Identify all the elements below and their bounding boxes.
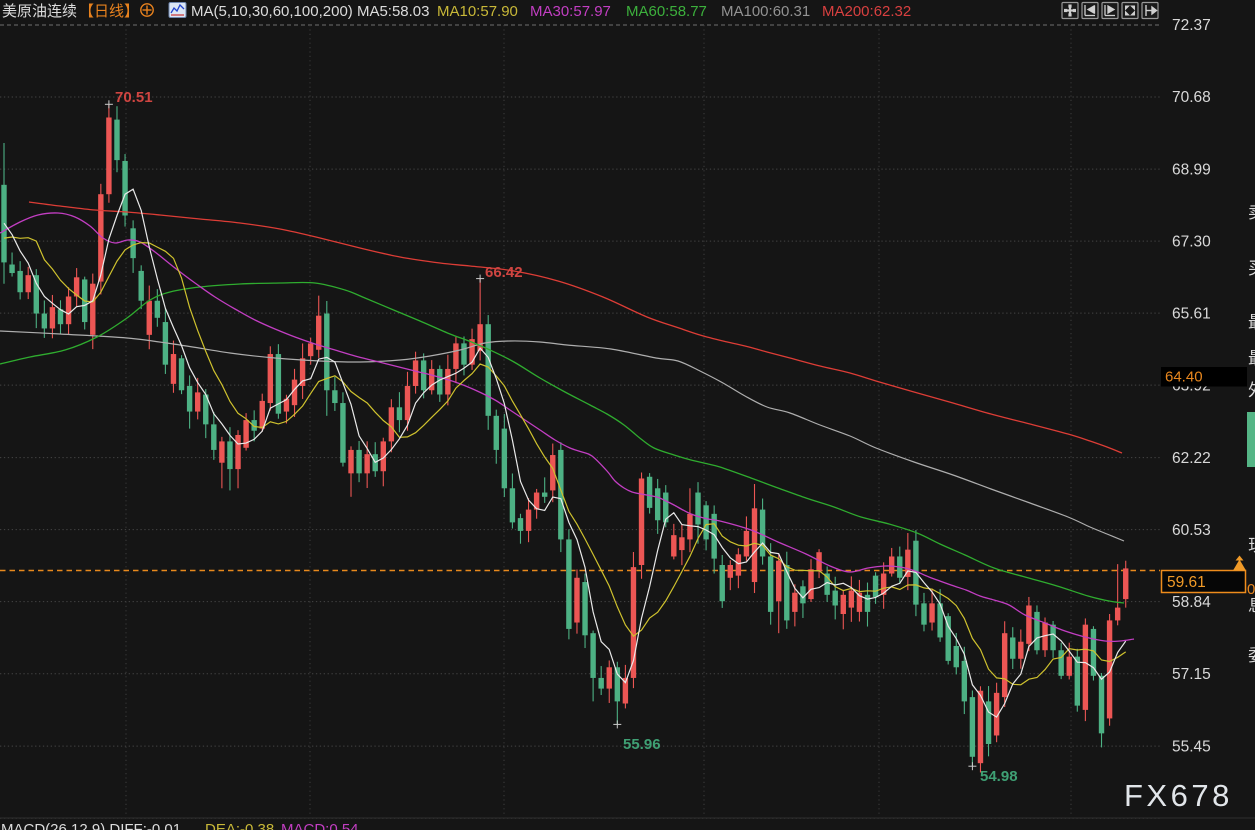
svg-text:55.45: 55.45: [1172, 738, 1211, 755]
svg-text:买: 买: [1248, 259, 1255, 278]
svg-text:59.61: 59.61: [1167, 574, 1206, 591]
svg-text:外: 外: [1248, 381, 1255, 400]
svg-text:【日线】: 【日线】: [79, 3, 139, 20]
svg-text:最: 最: [1248, 349, 1255, 368]
svg-text:委: 委: [1248, 646, 1255, 665]
svg-text:FX678: FX678: [1124, 778, 1233, 813]
svg-text:息: 息: [1248, 596, 1255, 615]
svg-text:60.53: 60.53: [1172, 522, 1211, 539]
svg-text:MACD(26,12,9) DIFF:-0.01: MACD(26,12,9) DIFF:-0.01: [1, 821, 181, 830]
svg-text:现: 现: [1248, 536, 1255, 555]
svg-text:70.51: 70.51: [115, 89, 153, 106]
svg-text:MA200:62.32: MA200:62.32: [822, 3, 911, 20]
svg-text:MA(5,10,30,60,100,200) MA5:58: MA(5,10,30,60,100,200) MA5:58.03: [191, 3, 430, 20]
svg-text:72.37: 72.37: [1172, 17, 1211, 34]
svg-text:58.84: 58.84: [1172, 594, 1211, 611]
svg-text:MACD:0.54: MACD:0.54: [281, 821, 359, 830]
svg-text:卖: 卖: [1248, 203, 1255, 222]
svg-text:62.22: 62.22: [1172, 450, 1211, 467]
svg-text:67.30: 67.30: [1172, 233, 1211, 250]
svg-text:57.15: 57.15: [1172, 666, 1211, 683]
svg-text:美原油连续: 美原油连续: [2, 3, 77, 20]
svg-text:54.98: 54.98: [980, 768, 1018, 785]
svg-text:MA10:57.90: MA10:57.90: [437, 3, 518, 20]
svg-text:64.40: 64.40: [1165, 369, 1203, 386]
svg-text:68.99: 68.99: [1172, 161, 1211, 178]
svg-text:55.96: 55.96: [623, 736, 661, 753]
svg-text:MA30:57.97: MA30:57.97: [530, 3, 611, 20]
svg-text:DEA:-0.38: DEA:-0.38: [205, 821, 274, 830]
svg-text:0.: 0.: [1247, 581, 1255, 598]
svg-text:MA100:60.31: MA100:60.31: [721, 3, 810, 20]
svg-text:70.68: 70.68: [1172, 89, 1211, 106]
svg-text:MA60:58.77: MA60:58.77: [626, 3, 707, 20]
svg-text:65.61: 65.61: [1172, 305, 1211, 322]
svg-text:最: 最: [1248, 313, 1255, 332]
svg-text:66.42: 66.42: [485, 264, 523, 281]
